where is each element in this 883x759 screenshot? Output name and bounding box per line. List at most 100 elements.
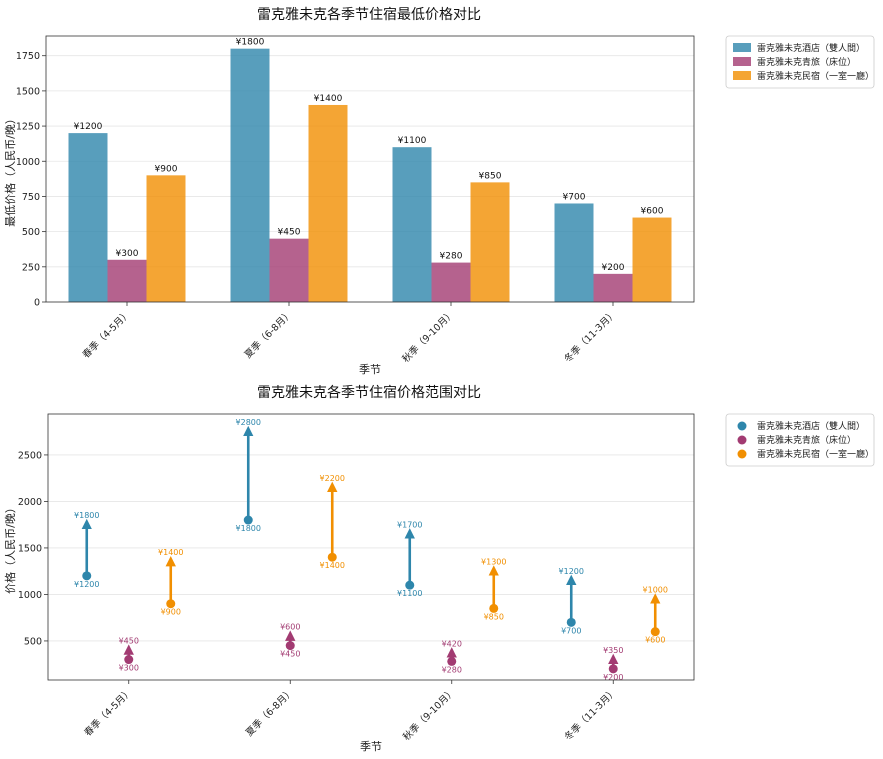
legend-label-guesthouse: 雷克雅未克民宿（一室一廳） — [757, 448, 874, 460]
min-marker-hostel — [285, 641, 295, 651]
bar-value-label: ¥1200 — [74, 122, 103, 132]
max-value-label: ¥1000 — [643, 585, 668, 594]
bar-value-label: ¥450 — [278, 228, 301, 238]
x-tick-label: 春季（4-5月） — [82, 686, 135, 739]
bar-hostel — [593, 273, 633, 302]
bar-value-label: ¥850 — [479, 171, 502, 181]
bar-guesthouse — [632, 217, 672, 302]
bar-value-label: ¥1400 — [314, 94, 343, 104]
bar-guesthouse — [146, 175, 186, 302]
bar-hotel — [230, 48, 270, 302]
bar-chart-plot-frame — [45, 35, 695, 303]
y-tick-label: 1750 — [16, 51, 40, 62]
bar-hotel — [392, 147, 432, 302]
x-tick-label: 春季（4-5月） — [80, 308, 133, 361]
bar-value-label: ¥700 — [563, 192, 586, 202]
bar-chart-legend: 雷克雅未克酒店（雙人間） 雷克雅未克青旅（床位） 雷克雅未克民宿（一室一廳） — [725, 35, 875, 89]
bar-value-label: ¥280 — [440, 252, 463, 262]
min-value-label: ¥850 — [484, 612, 504, 621]
min-marker-hotel — [405, 580, 415, 590]
max-value-label: ¥350 — [603, 646, 623, 655]
legend-label-guesthouse: 雷克雅未克民宿（一室一廳） — [757, 70, 874, 82]
range-chart-x-axis-label: 季节 — [360, 740, 382, 753]
bar-chart-x-axis-label: 季节 — [359, 363, 381, 376]
bar-value-label: ¥300 — [116, 249, 139, 259]
x-tick-label: 夏季（6-8月） — [243, 686, 296, 739]
min-marker-guesthouse — [166, 599, 176, 609]
bar-value-label: ¥900 — [155, 164, 178, 174]
bar-hotel — [554, 203, 594, 302]
y-tick-label: 0 — [34, 298, 40, 309]
y-tick-label: 1500 — [18, 543, 42, 554]
bar-chart: 雷克雅未克各季节住宿最低价格对比 ¥1200 ¥1800 ¥1100 ¥700 ¥300… — [3, 6, 875, 376]
bar-value-label: ¥600 — [641, 207, 664, 217]
bar-chart-bars — [68, 48, 672, 303]
bar-guesthouse — [470, 182, 510, 302]
max-value-label: ¥600 — [280, 623, 300, 632]
bar-value-label: ¥1800 — [236, 38, 265, 48]
bar-hostel — [107, 259, 147, 302]
min-marker-guesthouse — [327, 552, 337, 562]
min-value-label: ¥200 — [603, 673, 623, 682]
y-tick-label: 2500 — [18, 450, 42, 461]
bar-chart-x-ticks: 春季（4-5月） 夏季（6-8月） 秋季（9-10月） 冬季（11-3月） — [80, 302, 619, 365]
min-value-label: ¥1200 — [74, 580, 99, 589]
max-value-label: ¥2200 — [320, 474, 345, 483]
range-chart-y-ticks: 500 1000 1500 2000 2500 — [18, 450, 48, 647]
bar-chart-y-ticks: 0 250 500 750 1000 1250 1500 1750 — [16, 51, 46, 309]
legend-swatch-hotel — [733, 43, 751, 52]
bar-chart-title: 雷克雅未克各季节住宿最低价格对比 — [257, 6, 481, 23]
y-tick-label: 1250 — [16, 122, 40, 133]
max-value-label: ¥420 — [442, 639, 462, 648]
min-marker-hotel — [82, 571, 92, 581]
min-marker-hostel — [124, 655, 134, 665]
min-marker-hotel — [243, 515, 253, 525]
legend-swatch-guesthouse — [733, 71, 751, 80]
x-tick-label: 秋季（9-10月） — [401, 686, 458, 743]
bar-hostel — [431, 262, 471, 302]
min-value-label: ¥1100 — [397, 589, 422, 598]
y-tick-label: 2000 — [18, 497, 42, 508]
min-marker-guesthouse — [489, 603, 499, 613]
legend-swatch-hostel — [733, 57, 751, 66]
range-chart-title: 雷克雅未克各季节住宿价格范围对比 — [257, 384, 481, 401]
y-tick-label: 1000 — [18, 590, 42, 601]
legend-label-hostel: 雷克雅未克青旅（床位） — [757, 56, 856, 68]
min-value-label: ¥1800 — [236, 524, 261, 533]
max-value-label: ¥450 — [119, 637, 139, 646]
bar-hostel — [269, 238, 309, 302]
bar-guesthouse — [308, 104, 348, 303]
min-value-label: ¥900 — [161, 608, 181, 617]
range-chart-y-axis-label: 价格（人民币/晚） — [3, 502, 17, 594]
y-tick-label: 500 — [24, 636, 42, 647]
max-value-label: ¥2800 — [236, 418, 261, 427]
x-tick-label: 冬季（11-3月） — [562, 686, 619, 743]
x-tick-label: 夏季（6-8月） — [242, 308, 295, 361]
y-tick-label: 250 — [22, 262, 40, 273]
max-value-label: ¥1200 — [559, 567, 584, 576]
y-tick-label: 500 — [22, 227, 40, 238]
max-value-label: ¥1800 — [74, 511, 99, 520]
legend-frame — [725, 413, 875, 467]
min-value-label: ¥600 — [645, 636, 665, 645]
max-value-label: ¥1700 — [397, 520, 422, 529]
range-chart-legend: 雷克雅未克酒店（雙人間） 雷克雅未克青旅（床位） 雷克雅未克民宿（一室一廳） — [725, 413, 875, 467]
range-chart-arrows — [81, 425, 661, 674]
x-tick-label: 冬季（11-3月） — [562, 308, 619, 365]
legend-marker-hostel — [737, 435, 747, 445]
y-tick-label: 1000 — [16, 157, 40, 168]
legend-marker-guesthouse — [737, 449, 747, 459]
min-value-label: ¥1400 — [320, 561, 345, 570]
min-value-label: ¥450 — [280, 650, 300, 659]
legend-label-hotel: 雷克雅未克酒店（雙人間） — [757, 420, 865, 432]
min-value-label: ¥280 — [442, 665, 462, 674]
bar-hotel — [68, 133, 108, 302]
min-value-label: ¥300 — [119, 664, 139, 673]
bar-value-label: ¥200 — [602, 263, 625, 273]
legend-frame — [725, 35, 875, 89]
y-tick-label: 750 — [22, 192, 40, 203]
y-tick-label: 1500 — [16, 86, 40, 97]
min-value-label: ¥700 — [561, 626, 581, 635]
legend-label-hostel: 雷克雅未克青旅（床位） — [757, 434, 856, 446]
